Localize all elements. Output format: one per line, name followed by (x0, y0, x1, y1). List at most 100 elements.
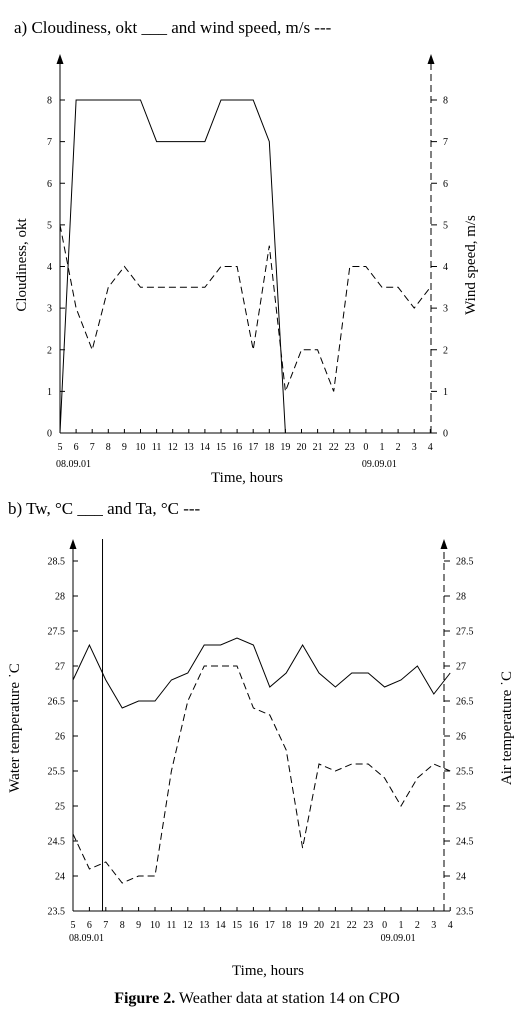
chart-b-left-tick-label: 27 (55, 662, 65, 673)
chart-a-x-tick-label: 1 (380, 442, 385, 453)
chart-b-left-tick-label: 28.5 (48, 557, 66, 568)
chart-a-date-label: 08.09.01 (56, 459, 91, 470)
chart-b-x-tick-label: 22 (347, 920, 357, 931)
chart-b-x-tick-label: 10 (150, 920, 160, 931)
chart-b-x-ticks: 5 6 7 8 9 10 11 12 13 14 15 16 17 18 19 20 21 22 23 0 1 2 3 4 (71, 907, 453, 931)
chart-b-x-tick-label: 23 (363, 920, 373, 931)
chart-b-x-tick-label: 21 (330, 920, 340, 931)
chart-a-x-tick-label: 15 (216, 442, 226, 453)
chart-a-right-tick-label: 5 (443, 220, 448, 231)
chart-b-right-tick-label: 27.5 (456, 627, 474, 638)
chart-b-right-label: Air temperature ˙C (499, 671, 515, 785)
chart-a-right-tick-label: 7 (443, 137, 448, 148)
chart-a-x-tick-label: 6 (74, 442, 79, 453)
chart-b-x-tick-label: 7 (103, 920, 108, 931)
chart-a-x-tick-label: 22 (329, 442, 339, 453)
chart-a-left-tick-label: 8 (47, 96, 52, 107)
chart-b-left-tick-label: 26.5 (48, 697, 66, 708)
chart-b-right-tick-label: 26.5 (456, 697, 474, 708)
chart-a-x-tick-label: 3 (412, 442, 417, 453)
chart-a-x-tick-label: 14 (200, 442, 210, 453)
chart-a-x-tick-label: 10 (136, 442, 146, 453)
chart-b-x-label: Time, hours (232, 963, 304, 979)
chart-a-left-tick-label: 3 (47, 304, 52, 315)
chart-b-series-line-solid (72, 637, 451, 709)
chart-b-x-tick-label: 17 (265, 920, 275, 931)
chart-a-date-label: 09.09.01 (362, 459, 397, 470)
chart-a-left-ticks: 0 1 2 3 4 5 6 7 8 (47, 96, 65, 440)
chart-b-x-tick-label: 0 (382, 920, 387, 931)
chart-a-series-line-dashed (59, 224, 431, 392)
chart-b-right-tick-label: 23.5 (456, 907, 474, 918)
chart-b-left-tick-label: 24.5 (48, 837, 66, 848)
chart-b-x-tick-label: 19 (298, 920, 308, 931)
chart-a-x-tick-label: 18 (264, 442, 274, 453)
chart-a-x-tick-label: 16 (232, 442, 242, 453)
chart-a-right-tick-label: 2 (443, 345, 448, 356)
chart-b-axes (69, 539, 448, 912)
chart-b-date-label: 09.09.01 (381, 933, 416, 944)
chart-a-x-tick-label: 8 (106, 442, 111, 453)
chart-b-x-tick-label: 6 (87, 920, 92, 931)
chart-b-right-tick-label: 25 (456, 802, 466, 813)
chart-b-right-tick-label: 24 (456, 872, 466, 883)
chart-b-left-arrow-icon (69, 539, 77, 549)
chart-a-x-tick-label: 7 (90, 442, 95, 453)
chart-b-x-tick-label: 13 (199, 920, 209, 931)
chart-a-series (59, 99, 431, 434)
chart-b-x-tick-label: 4 (448, 920, 453, 931)
chart-a-right-tick-label: 3 (443, 304, 448, 315)
chart-a-x-tick-label: 9 (122, 442, 127, 453)
chart-a-left-tick-label: 0 (47, 429, 52, 440)
chart-b-date-labels: 08.09.01 09.09.01 (69, 933, 416, 944)
chart-a-x-tick-label: 13 (184, 442, 194, 453)
chart-b-x-tick-label: 16 (248, 920, 258, 931)
chart-a-left-tick-label: 5 (47, 220, 52, 231)
chart-a-x-tick-label: 20 (297, 442, 307, 453)
chart-a-x-label: Time, hours (211, 470, 283, 486)
chart-a-right-arrow-icon (427, 54, 435, 64)
chart-a-x-ticks: 5 6 7 8 9 10 11 12 13 14 15 16 17 18 19 20 21 22 23 0 1 2 3 4 (58, 429, 433, 453)
chart-a-left-arrow-icon (56, 54, 64, 64)
chart-a-left-tick-label: 2 (47, 345, 52, 356)
chart-a: a) Cloudiness, okt ___ and wind speed, m… (14, 18, 479, 486)
chart-a-x-tick-label: 5 (58, 442, 63, 453)
chart-b-x-tick-label: 18 (281, 920, 291, 931)
chart-b-left-tick-label: 26 (55, 732, 65, 743)
chart-a-right-tick-label: 4 (443, 262, 448, 273)
chart-a-left-label: Cloudiness, okt (14, 217, 30, 311)
chart-b-x-tick-label: 15 (232, 920, 242, 931)
chart-a-right-tick-label: 6 (443, 179, 448, 190)
chart-a-series-line-solid (59, 99, 286, 434)
chart-b-x-tick-label: 12 (183, 920, 193, 931)
chart-b-x-tick-label: 2 (415, 920, 420, 931)
chart-b-right-tick-label: 24.5 (456, 837, 474, 848)
chart-b-right-tick-label: 28 (456, 592, 466, 603)
chart-b-left-ticks: 23.5 24 24.5 25 25.5 26 26.5 27 27.5 28 28.5 (48, 557, 78, 918)
chart-a-x-tick-label: 2 (396, 442, 401, 453)
chart-b: b) Tw, °C ___ and Ta, °C --- 23.52424.52… (7, 499, 515, 979)
chart-a-x-tick-label: 17 (248, 442, 258, 453)
chart-a-right-tick-label: 1 (443, 387, 448, 398)
chart-b-left-tick-label: 27.5 (48, 627, 66, 638)
chart-b-series-line-dashed (72, 665, 451, 884)
chart-a-title: a) Cloudiness, okt ___ and wind speed, m… (14, 18, 332, 37)
chart-b-left-tick-label: 25 (55, 802, 65, 813)
chart-b-x-tick-label: 14 (216, 920, 226, 931)
chart-b-right-tick-label: 26 (456, 732, 466, 743)
figure-caption-text: Weather data at station 14 on CPO (175, 990, 400, 1007)
chart-a-left-tick-label: 4 (47, 262, 52, 273)
chart-b-left-tick-label: 25.5 (48, 767, 66, 778)
chart-a-x-tick-label: 12 (168, 442, 178, 453)
chart-a-right-label: Wind speed, m/s (463, 215, 479, 315)
chart-b-left-tick-label: 24 (55, 872, 65, 883)
chart-a-left-tick-label: 7 (47, 137, 52, 148)
chart-b-right-ticks: 23.5 24 24.5 25 25.5 26 26.5 27 27.5 28 28.5 (444, 557, 474, 918)
chart-b-x-tick-label: 20 (314, 920, 324, 931)
chart-a-left-tick-label: 6 (47, 179, 52, 190)
chart-b-x-tick-label: 8 (120, 920, 125, 931)
chart-b-x-tick-label: 1 (399, 920, 404, 931)
chart-b-right-tick-label: 27 (456, 662, 466, 673)
chart-a-x-tick-label: 21 (313, 442, 323, 453)
chart-b-x-tick-label: 5 (71, 920, 76, 931)
